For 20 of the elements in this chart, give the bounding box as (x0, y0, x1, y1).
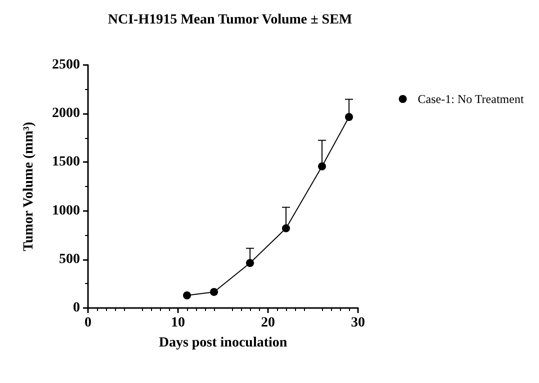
point (210, 288, 218, 296)
y-axis-title: Tumor Volume (mm³) (22, 121, 36, 252)
x-tick-label: 20 (261, 316, 275, 330)
y-tick-label: 500 (59, 252, 80, 267)
chart-title: NCI-H1915 Mean Tumor Volume ± SEM (108, 12, 352, 28)
y-tick-label: 2000 (52, 106, 80, 122)
point (318, 162, 326, 170)
point (246, 259, 254, 267)
point (282, 224, 290, 232)
legend-label: Case-1: No Treatment (418, 92, 524, 106)
point (345, 113, 353, 121)
y-tick-label: 1000 (52, 203, 80, 218)
x-tick-label: 10 (171, 316, 185, 330)
x-axis-title: Days post inoculation (158, 336, 288, 350)
x-tick-label: 30 (351, 316, 365, 330)
y-tick-label: 1500 (52, 154, 80, 170)
y-tick-label: 0 (73, 300, 80, 316)
point (183, 291, 191, 300)
y-tick-label: 2500 (52, 58, 80, 72)
x-tick-label: 0 (84, 316, 92, 330)
